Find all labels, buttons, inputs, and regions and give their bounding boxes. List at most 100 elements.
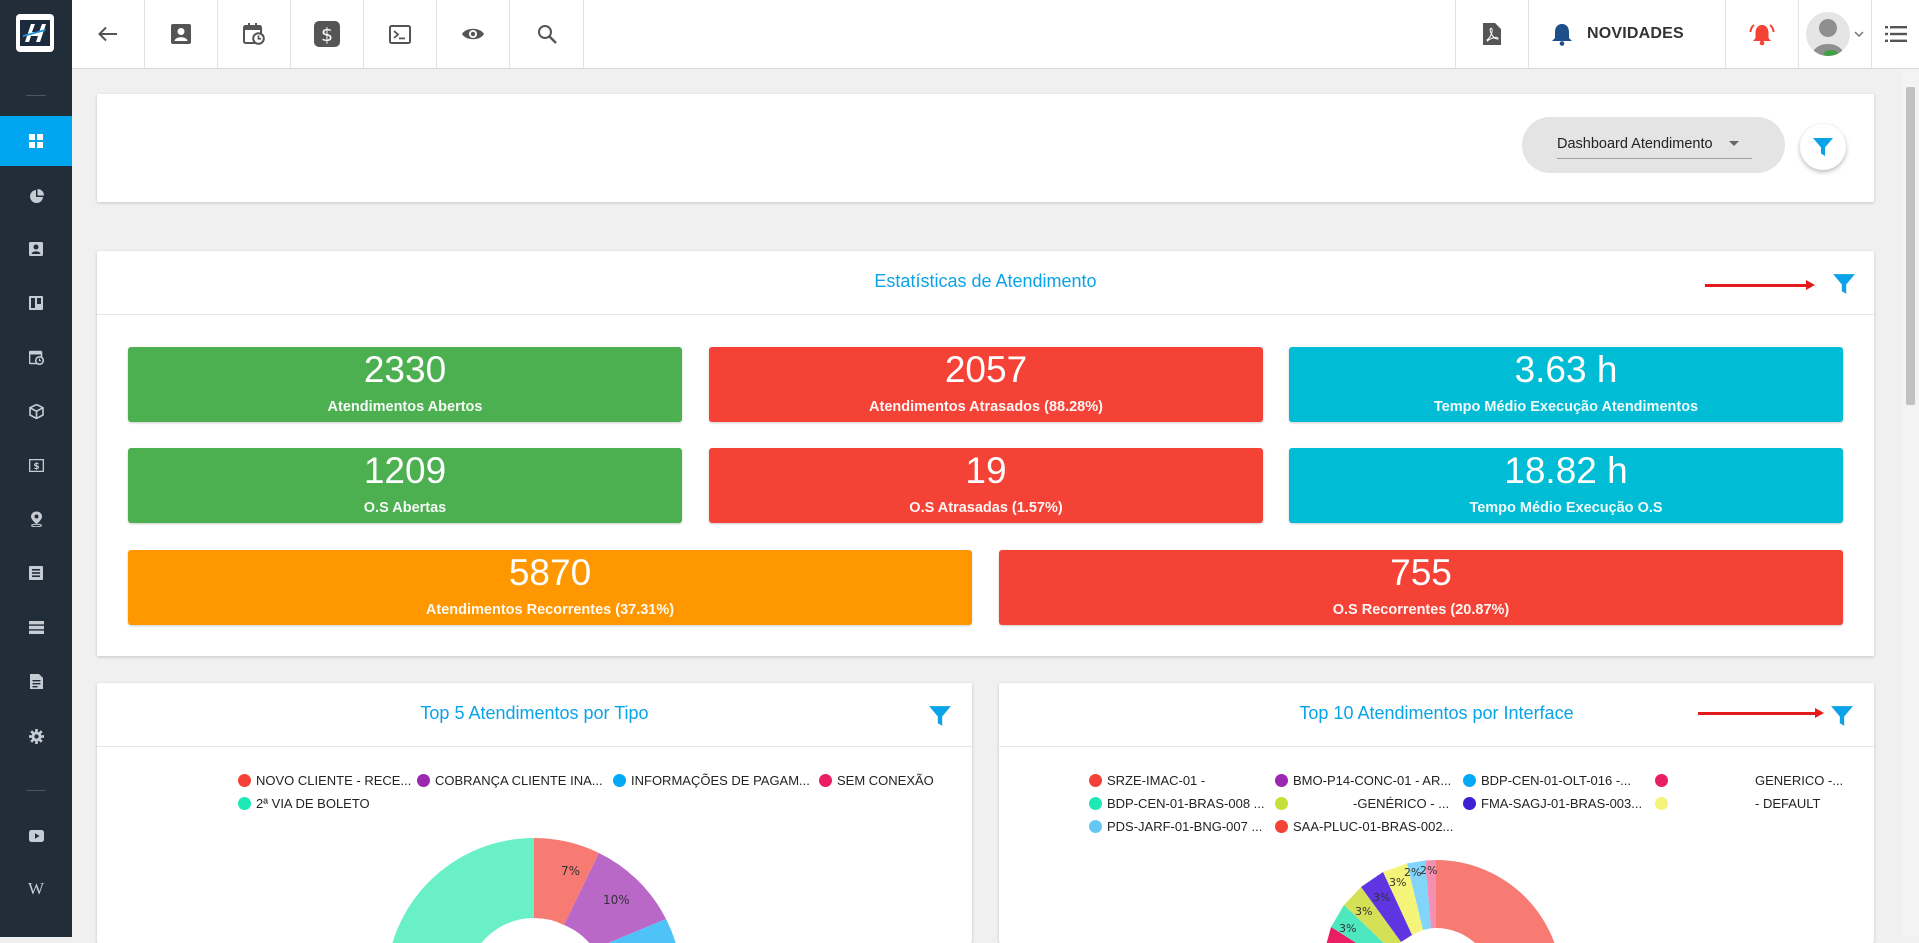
online-indicator (1824, 50, 1838, 56)
legend-label: - DEFAULT (1755, 796, 1821, 811)
legend-swatch (1655, 797, 1668, 810)
stat-value: 2057 (944, 349, 1028, 390)
legend-item[interactable]: SAA-PLUC-01-BRAS-002... (1275, 819, 1453, 834)
sidebar-item-finance[interactable]: $ (0, 440, 72, 490)
legend-label: BMO-P14-CONC-01 - AR... (1293, 773, 1452, 788)
sidebar-item-videos[interactable] (0, 811, 72, 861)
chart-card-interface-header: Top 10 Atendimentos por Interface (999, 683, 1874, 747)
stat-tile-atendimentos-recorrentes[interactable]: 5870 Atendimentos Recorrentes (37.31%) (128, 550, 972, 625)
legend-item[interactable]: BMO-P14-CONC-01 - AR... (1275, 773, 1451, 788)
eye-icon (462, 28, 484, 40)
search-icon (537, 25, 557, 44)
server-icon (28, 620, 44, 634)
legend-item[interactable]: FMA-SAGJ-01-BRAS-003... (1463, 796, 1642, 811)
search-button[interactable] (510, 0, 584, 68)
legend-item[interactable]: PDS-JARF-01-BNG-007 ... (1089, 819, 1262, 834)
legend-item[interactable]: BDP-CEN-01-OLT-016 -... (1463, 773, 1631, 788)
legend-item[interactable]: SEM CONEXÃO (819, 773, 934, 788)
stat-tile-tempo-atendimentos[interactable]: 3.63 h Tempo Médio Execução Atendimentos (1289, 347, 1843, 422)
stat-tile-tempo-os[interactable]: 18.82 h Tempo Médio Execução O.S (1289, 448, 1843, 523)
slice[interactable] (1331, 905, 1392, 943)
stat-label: O.S Abertas (363, 500, 447, 516)
legend-item[interactable]: GENERICO -... (1655, 773, 1843, 788)
terminal-button[interactable] (364, 0, 437, 68)
slice-label: 7% (561, 864, 580, 878)
slice[interactable] (1425, 860, 1436, 929)
app-logo[interactable] (16, 14, 54, 52)
slice-label: 3% (1339, 922, 1356, 935)
view-button[interactable] (437, 0, 510, 68)
legend-item[interactable]: SRZE-IMAC-01 - (1089, 773, 1205, 788)
pdf-button[interactable] (1455, 0, 1528, 68)
legend-label: SAA-PLUC-01-BRAS-002... (1293, 819, 1454, 834)
chart-interface-filter-icon[interactable] (1830, 704, 1854, 728)
legend-swatch (1275, 797, 1288, 810)
finance-button[interactable]: $ (291, 0, 364, 68)
slice-cobranca[interactable] (564, 853, 666, 943)
annotation-arrow (1705, 280, 1815, 290)
slice[interactable] (1383, 863, 1423, 936)
alarm-icon (1749, 24, 1775, 46)
legend-swatch (613, 774, 626, 787)
annotation-arrow (1698, 708, 1824, 718)
legend-label: SEM CONEXÃO (837, 773, 934, 788)
sidebar-item-clients[interactable] (0, 224, 72, 274)
chart-tipo-filter-icon[interactable] (928, 704, 952, 728)
contacts-button[interactable] (145, 0, 218, 68)
legend-item[interactable]: INFORMAÇÕES DE PAGAM... (613, 773, 810, 788)
contact-card-icon (29, 242, 43, 256)
user-menu-button[interactable] (1798, 0, 1871, 68)
sidebar-item-list[interactable] (0, 548, 72, 598)
legend-item[interactable]: -GENÉRICO - ... (1275, 796, 1449, 811)
stat-tile-os-atrasadas[interactable]: 19 O.S Atrasadas (1.57%) (709, 448, 1263, 523)
stat-tile-atendimentos-abertos[interactable]: 2330 Atendimentos Abertos (128, 347, 682, 422)
sidebar-item-map[interactable] (0, 494, 72, 544)
legend-item[interactable]: - DEFAULT (1655, 796, 1821, 811)
legend-label: SRZE-IMAC-01 - (1107, 773, 1206, 788)
back-button[interactable] (72, 0, 145, 68)
dashboard-icon (29, 134, 43, 148)
page-scrollbar[interactable] (1901, 69, 1919, 937)
sidebar-item-settings[interactable] (0, 711, 72, 761)
slice-srze-imac[interactable] (1436, 860, 1562, 943)
legend-item[interactable]: 2ª VIA DE BOLETO (238, 796, 370, 811)
scrollbar-thumb[interactable] (1906, 87, 1915, 405)
sidebar: $ W (0, 0, 72, 937)
stat-tile-os-abertas[interactable]: 1209 O.S Abertas (128, 448, 682, 523)
novidades-button[interactable]: NOVIDADES (1528, 0, 1725, 68)
menu-button[interactable] (1871, 0, 1919, 68)
board-icon (29, 296, 43, 310)
sidebar-item-products[interactable] (0, 386, 72, 436)
sidebar-item-reports[interactable] (0, 171, 72, 221)
legend-item[interactable]: NOVO CLIENTE - RECE... (238, 773, 411, 788)
sidebar-item-wiki[interactable]: W (0, 864, 72, 914)
slice-label: 2% (1420, 864, 1437, 877)
stat-tile-atendimentos-atrasados[interactable]: 2057 Atendimentos Atrasados (88.28%) (709, 347, 1263, 422)
sidebar-item-board[interactable] (0, 278, 72, 328)
alarm-button[interactable] (1725, 0, 1798, 68)
schedule-button[interactable] (218, 0, 291, 68)
legend-item[interactable]: BDP-CEN-01-BRAS-008 ... (1089, 796, 1265, 811)
stats-filter-icon[interactable] (1832, 272, 1856, 296)
chevron-down-icon (1854, 31, 1864, 37)
sidebar-item-schedule[interactable] (0, 332, 72, 382)
legend-swatch (1089, 820, 1102, 833)
sidebar-divider (26, 790, 46, 791)
legend-label: -GENÉRICO - ... (1353, 796, 1450, 811)
slice[interactable] (1344, 887, 1401, 943)
sidebar-item-network[interactable] (0, 602, 72, 652)
sidebar-item-dashboard[interactable] (0, 116, 72, 166)
legend-item[interactable]: COBRANÇA CLIENTE INA... (417, 773, 603, 788)
global-filter-button[interactable] (1800, 124, 1846, 170)
legend-swatch (1655, 774, 1668, 787)
dashboard-select[interactable]: Dashboard Atendimento (1522, 117, 1785, 173)
slice[interactable] (1407, 860, 1431, 931)
slice-novo-cliente[interactable] (534, 838, 599, 925)
slice-2a-via[interactable] (386, 838, 534, 943)
sidebar-item-documents[interactable] (0, 656, 72, 706)
donut-chart-interface: 3% 3% 3% 3% 2% 2% (1326, 860, 1562, 943)
stat-tile-os-recorrentes[interactable]: 755 O.S Recorrentes (20.87%) (999, 550, 1843, 625)
top-bar: $ NOVIDADES (72, 0, 1919, 69)
slice[interactable] (1361, 872, 1412, 942)
select-underline (1557, 158, 1752, 159)
